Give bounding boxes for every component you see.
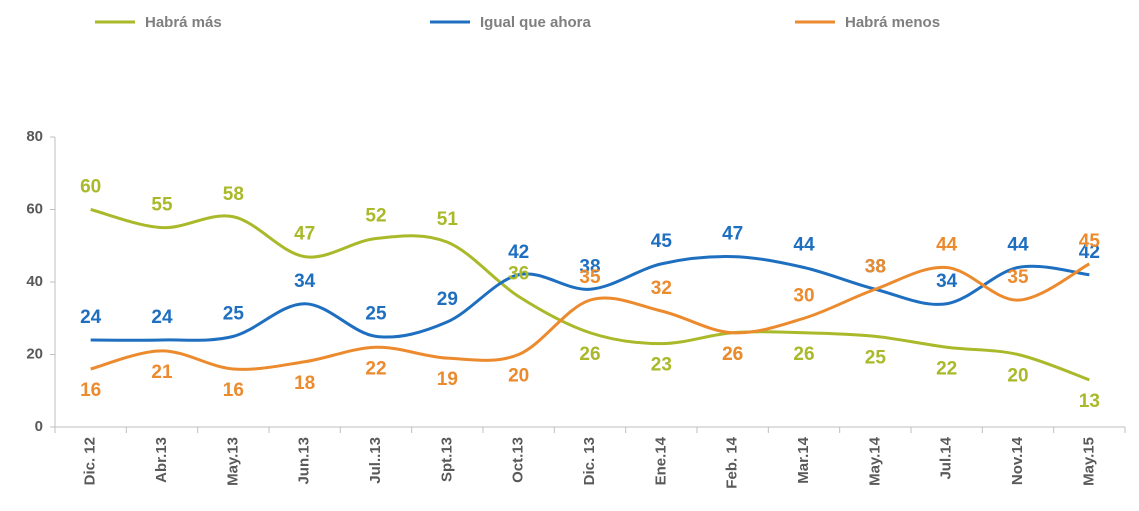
legend-label: Igual que ahora [480,14,592,31]
data-label: 34 [936,271,958,292]
data-label: 26 [579,344,600,365]
data-label: 42 [508,242,529,263]
x-tick-label: Jul.14 [938,436,955,479]
data-label: 16 [80,380,101,401]
data-label: 55 [151,195,173,216]
data-label: 42 [1079,242,1100,263]
x-tick-label: May.14 [866,436,883,486]
legend-label: Habrá más [145,14,222,31]
series-line [90,255,1090,342]
x-tick-label: Abr.13 [153,437,170,483]
data-label: 47 [294,224,315,245]
x-tick-label: Ene.14 [652,436,669,485]
data-label: 16 [223,380,244,401]
data-label: 25 [365,303,387,324]
x-tick-label: May.15 [1080,437,1097,486]
data-label: 24 [80,307,102,328]
x-tick-label: Feb. 14 [724,436,741,488]
data-label: 45 [651,231,673,252]
data-label: 45 [1079,231,1101,252]
data-label: 38 [865,256,886,277]
data-label: 25 [223,303,245,324]
data-label: 32 [651,278,672,299]
data-label: 25 [865,347,887,368]
data-label: 44 [793,235,815,256]
data-label: 58 [223,184,244,205]
data-label: 38 [865,256,886,277]
x-tick-label: Oct.13 [510,437,527,483]
data-label: 29 [437,289,458,310]
data-label: 47 [722,224,743,245]
data-label: 22 [365,358,386,379]
y-tick-label: 40 [26,273,43,290]
y-tick-label: 80 [26,128,43,145]
x-tick-label: Nov.14 [1009,436,1026,485]
x-tick-label: Mar.14 [795,436,812,483]
data-label: 22 [936,358,957,379]
data-label: 26 [793,344,814,365]
data-label: 60 [80,177,101,198]
data-label: 52 [365,206,386,227]
data-label: 24 [151,307,173,328]
data-label: 19 [437,369,458,390]
data-label: 18 [294,373,315,394]
data-label: 21 [151,362,173,383]
data-label: 44 [936,235,958,256]
data-label: 36 [508,264,529,285]
data-label: 51 [437,209,459,230]
data-label: 20 [508,366,529,387]
data-label: 26 [722,344,743,365]
data-label: 44 [1007,235,1029,256]
series-line [90,208,1090,382]
data-label: 35 [1007,267,1029,288]
data-label: 13 [1079,391,1100,412]
data-label: 23 [651,355,672,376]
y-tick-label: 0 [35,418,43,435]
data-label: 34 [294,271,316,292]
data-label: 38 [579,256,600,277]
x-tick-label: Spt.13 [438,437,455,482]
data-label: 35 [579,267,601,288]
data-label: 30 [793,285,814,306]
legend-label: Habrá menos [845,14,940,31]
data-label: 26 [722,344,743,365]
x-tick-label: Dic. 13 [581,437,598,485]
y-tick-label: 20 [26,345,43,362]
series-line [90,262,1091,371]
x-tick-label: Jun.13 [296,437,313,485]
data-label: 20 [1007,366,1028,387]
x-tick-label: May.13 [224,437,241,486]
x-tick-label: Dic. 12 [82,437,99,485]
x-tick-label: Jul..13 [367,437,384,484]
y-tick-label: 60 [26,200,43,217]
